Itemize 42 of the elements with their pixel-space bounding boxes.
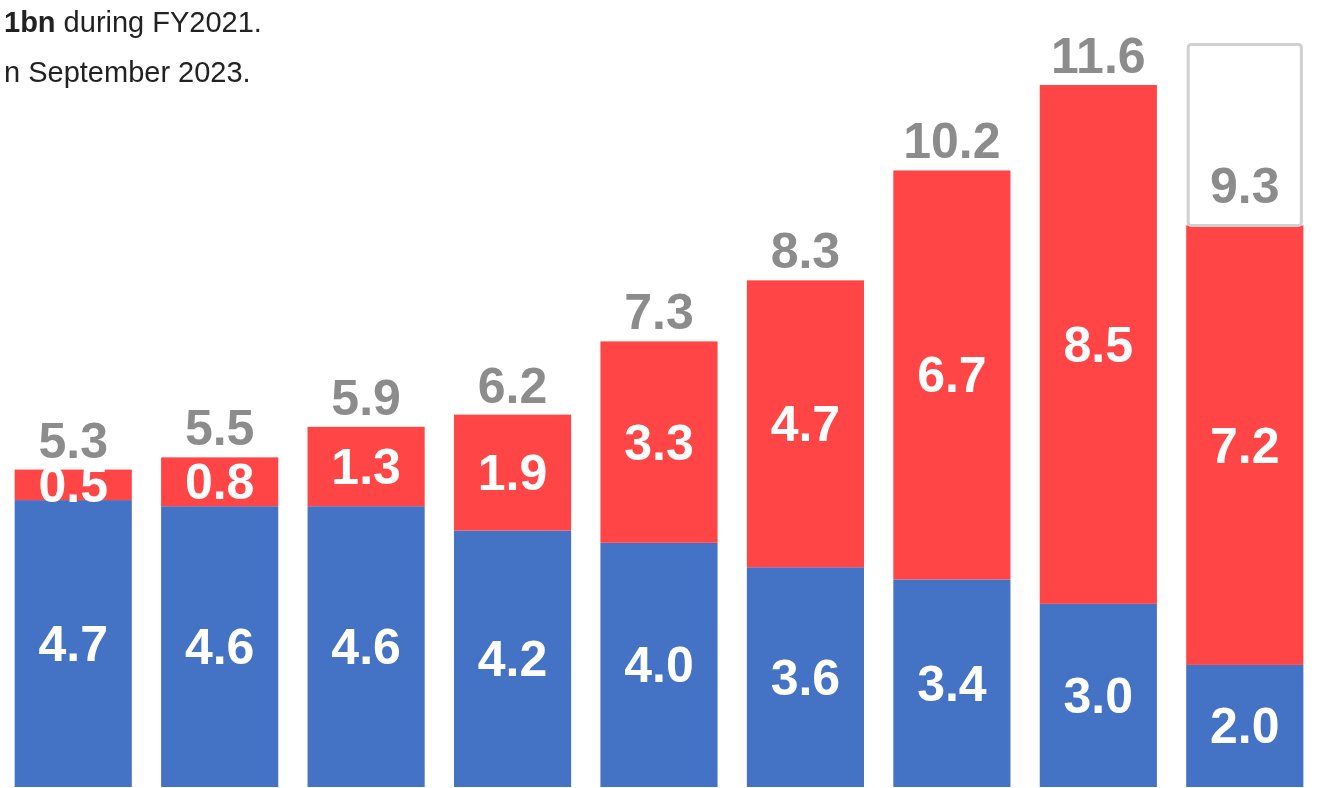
bar [893,170,1011,580]
bar [14,500,132,787]
bar [1039,85,1157,604]
data-label: 1.9 [477,445,548,502]
data-label: 8.5 [1063,316,1134,373]
bar [746,567,865,787]
bar [453,414,572,531]
total-label: 7.3 [624,284,694,341]
bar [1039,603,1157,787]
annotation: n September 2023. [4,56,251,88]
total-label: 9.3 [1210,158,1280,215]
data-label: 3.3 [624,414,694,471]
bar [893,579,1011,787]
data-label: 0.8 [184,454,255,511]
bar [600,341,718,543]
total-label: 5.5 [184,400,255,457]
bar [453,530,572,787]
data-label: 3.6 [770,649,841,706]
bar [600,542,718,787]
data-label: 6.7 [917,347,987,404]
bar [1186,664,1304,787]
data-label: 4.7 [770,396,841,453]
data-label: 3.4 [917,655,987,712]
data-label: 7.2 [1210,417,1280,474]
text: 1bn during FY2021. [4,6,262,38]
total-label: 6.2 [477,357,548,414]
total-label: 8.3 [770,223,841,280]
data-label: 4.2 [477,631,548,688]
data-label: 4.6 [331,619,401,676]
data-label: 2.0 [1210,698,1280,755]
data-label: 4.6 [184,619,255,676]
data-label: 1.3 [331,439,401,496]
bar [746,280,865,568]
total-label: 5.9 [331,369,401,426]
data-label: 4.7 [38,616,108,673]
data-label: 3.0 [1063,667,1134,724]
total-label: 10.2 [903,113,1001,170]
total-label: 5.3 [38,412,108,469]
bar [161,506,279,787]
data-label: 4.0 [624,637,694,694]
total-label: 11.6 [1051,28,1146,84]
bar [307,506,425,787]
